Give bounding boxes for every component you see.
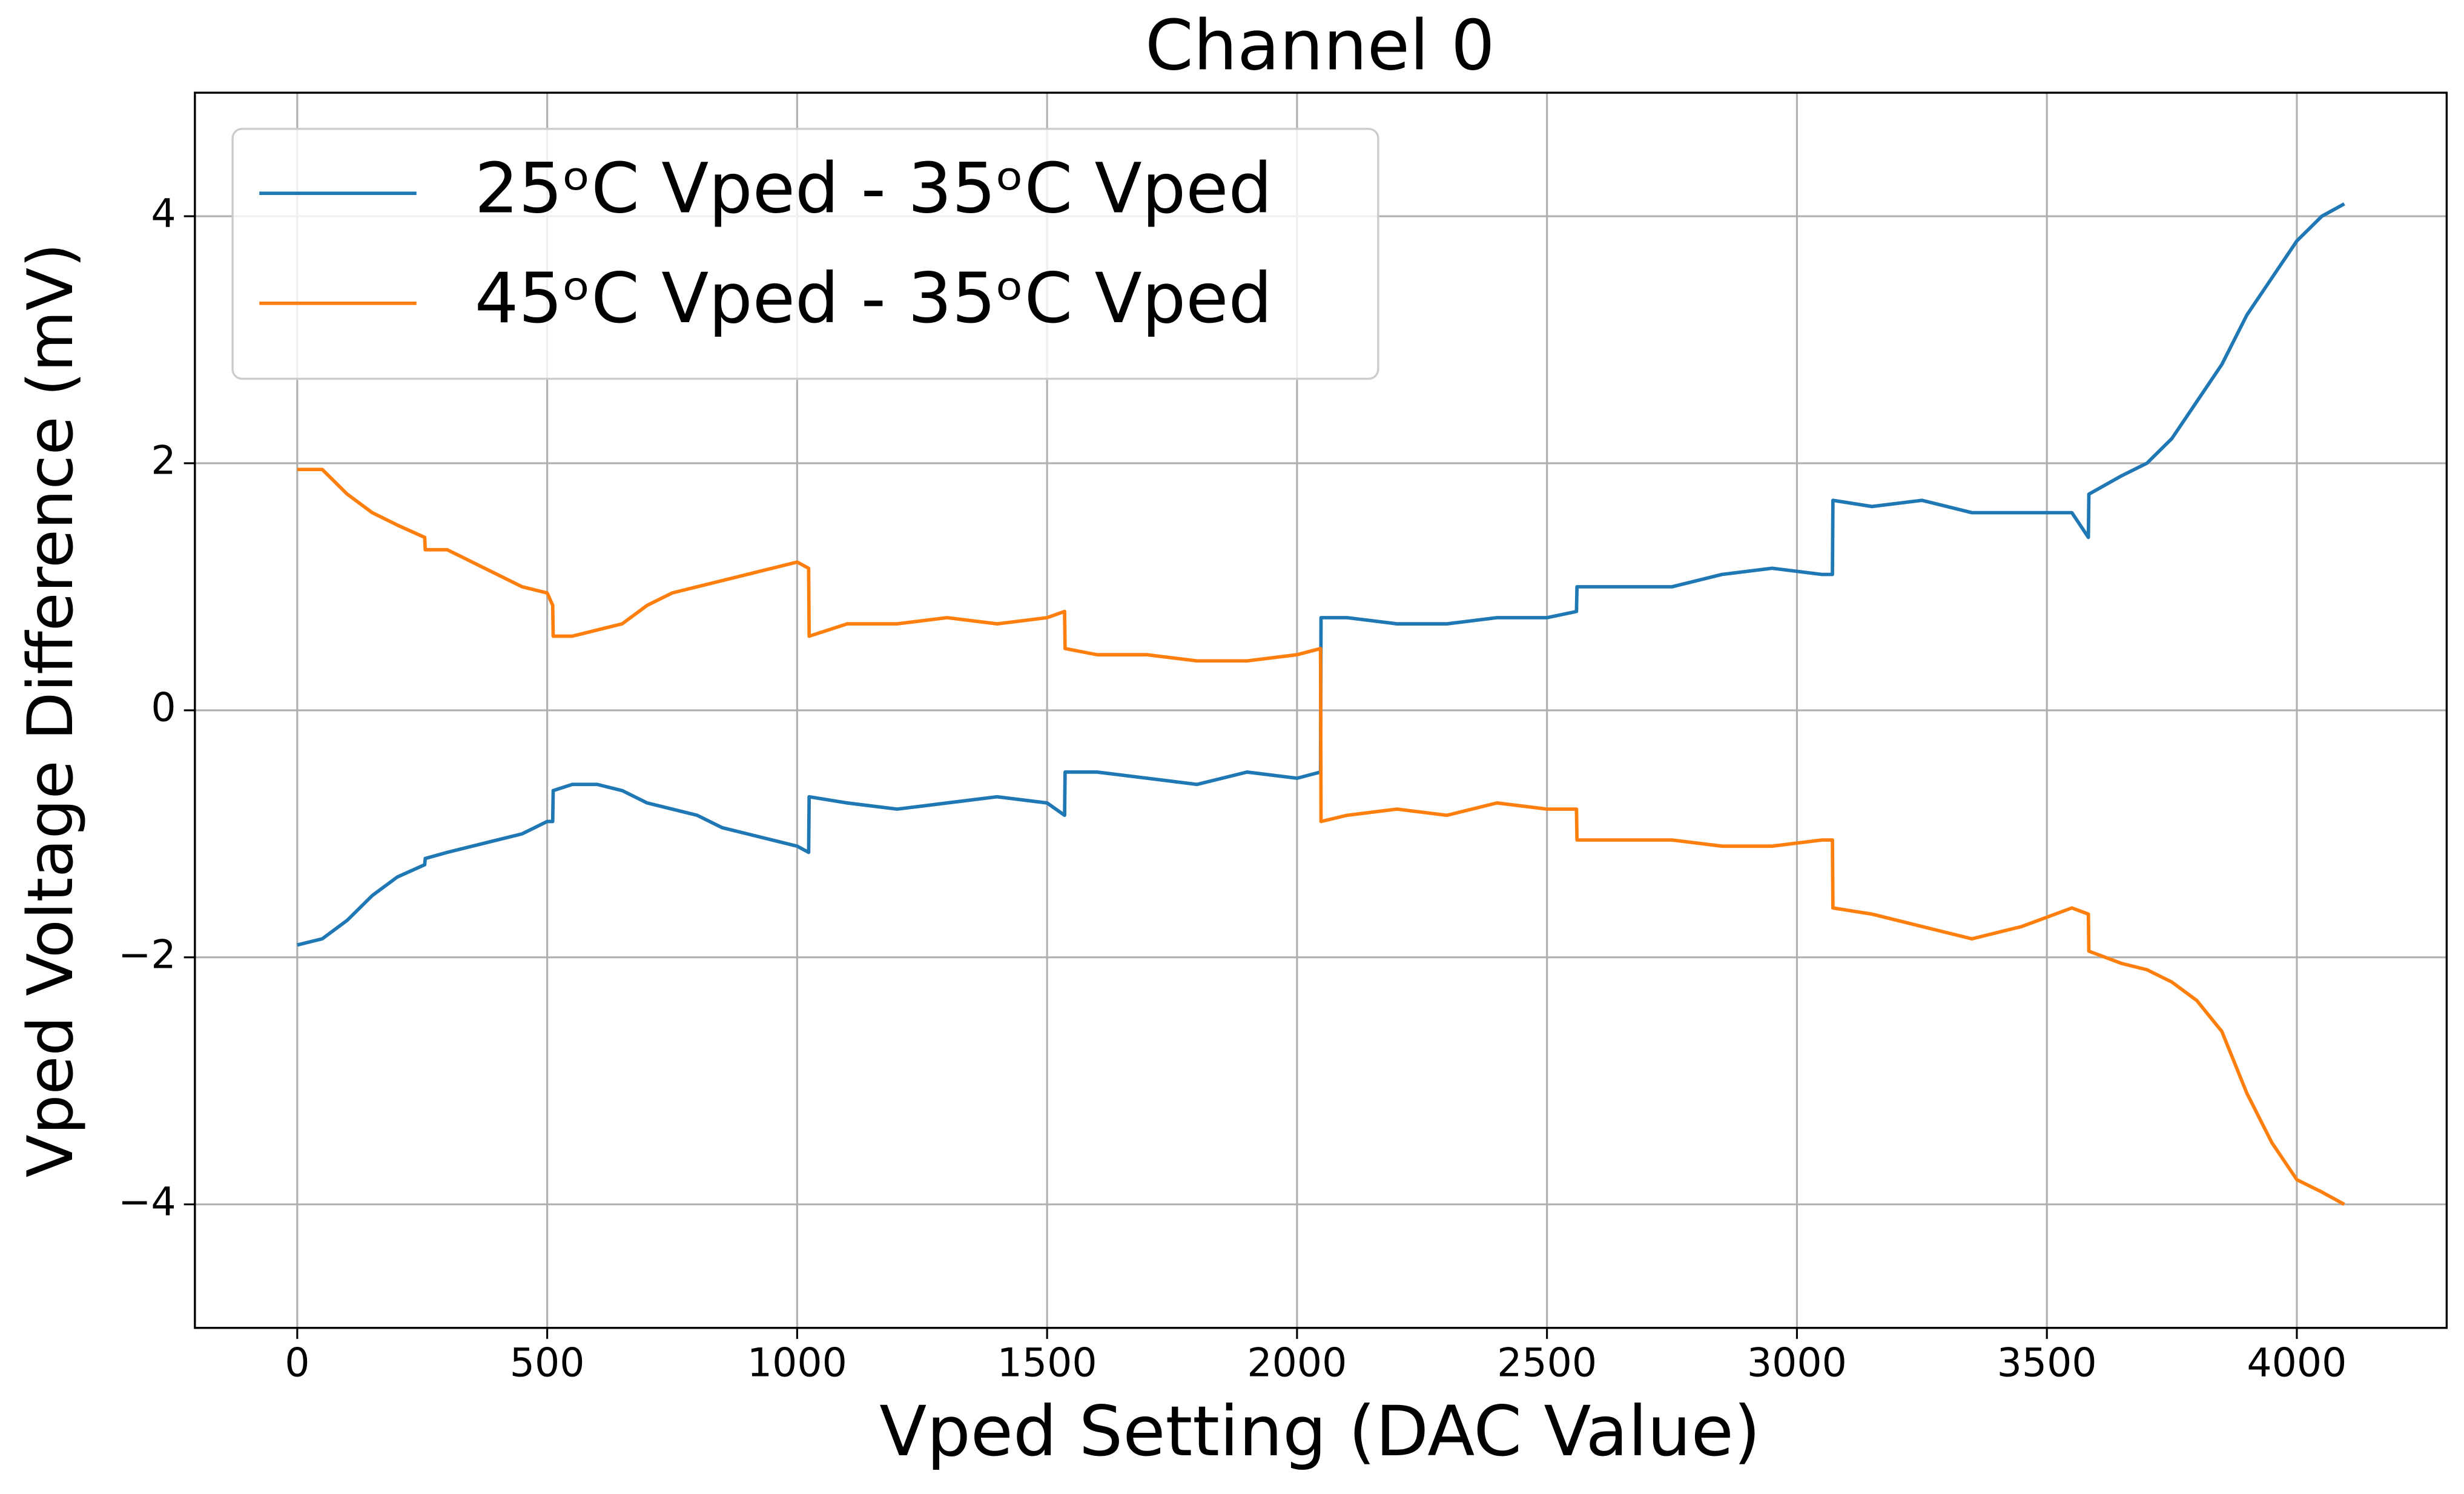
x-tick-label: 500 [510,1341,585,1386]
x-tick-label: 4000 [2247,1341,2347,1386]
x-axis-label: Vped Setting (DAC Value) [879,1391,1760,1472]
legend-label: 25ᵒC Vped - 35ᵒC Vped [475,148,1272,228]
legend-label: 45ᵒC Vped - 35ᵒC Vped [475,258,1272,339]
y-tick-label: 4 [151,191,176,237]
plot-frame [194,91,2448,1329]
x-tick-label: 0 [285,1341,309,1386]
x-tick-label: 2500 [1497,1341,1597,1386]
x-tick-label: 1000 [747,1341,847,1386]
chart-title: Channel 0 [1145,5,1495,85]
y-tick-label: −4 [118,1179,176,1225]
x-tick-label: 1500 [997,1341,1097,1386]
x-tick-label: 3500 [1997,1341,2097,1386]
data-line [297,202,2345,947]
data-line [297,468,2345,1206]
y-axis-label: Vped Voltage Difference (mV) [15,243,87,1177]
y-tick-label: −2 [118,932,176,977]
x-tick-label: 3000 [1747,1341,1847,1386]
x-tick-label: 2000 [1247,1341,1347,1386]
y-tick-label: 0 [151,685,176,730]
legend-box [231,128,1379,380]
y-tick-label: 2 [151,438,176,484]
